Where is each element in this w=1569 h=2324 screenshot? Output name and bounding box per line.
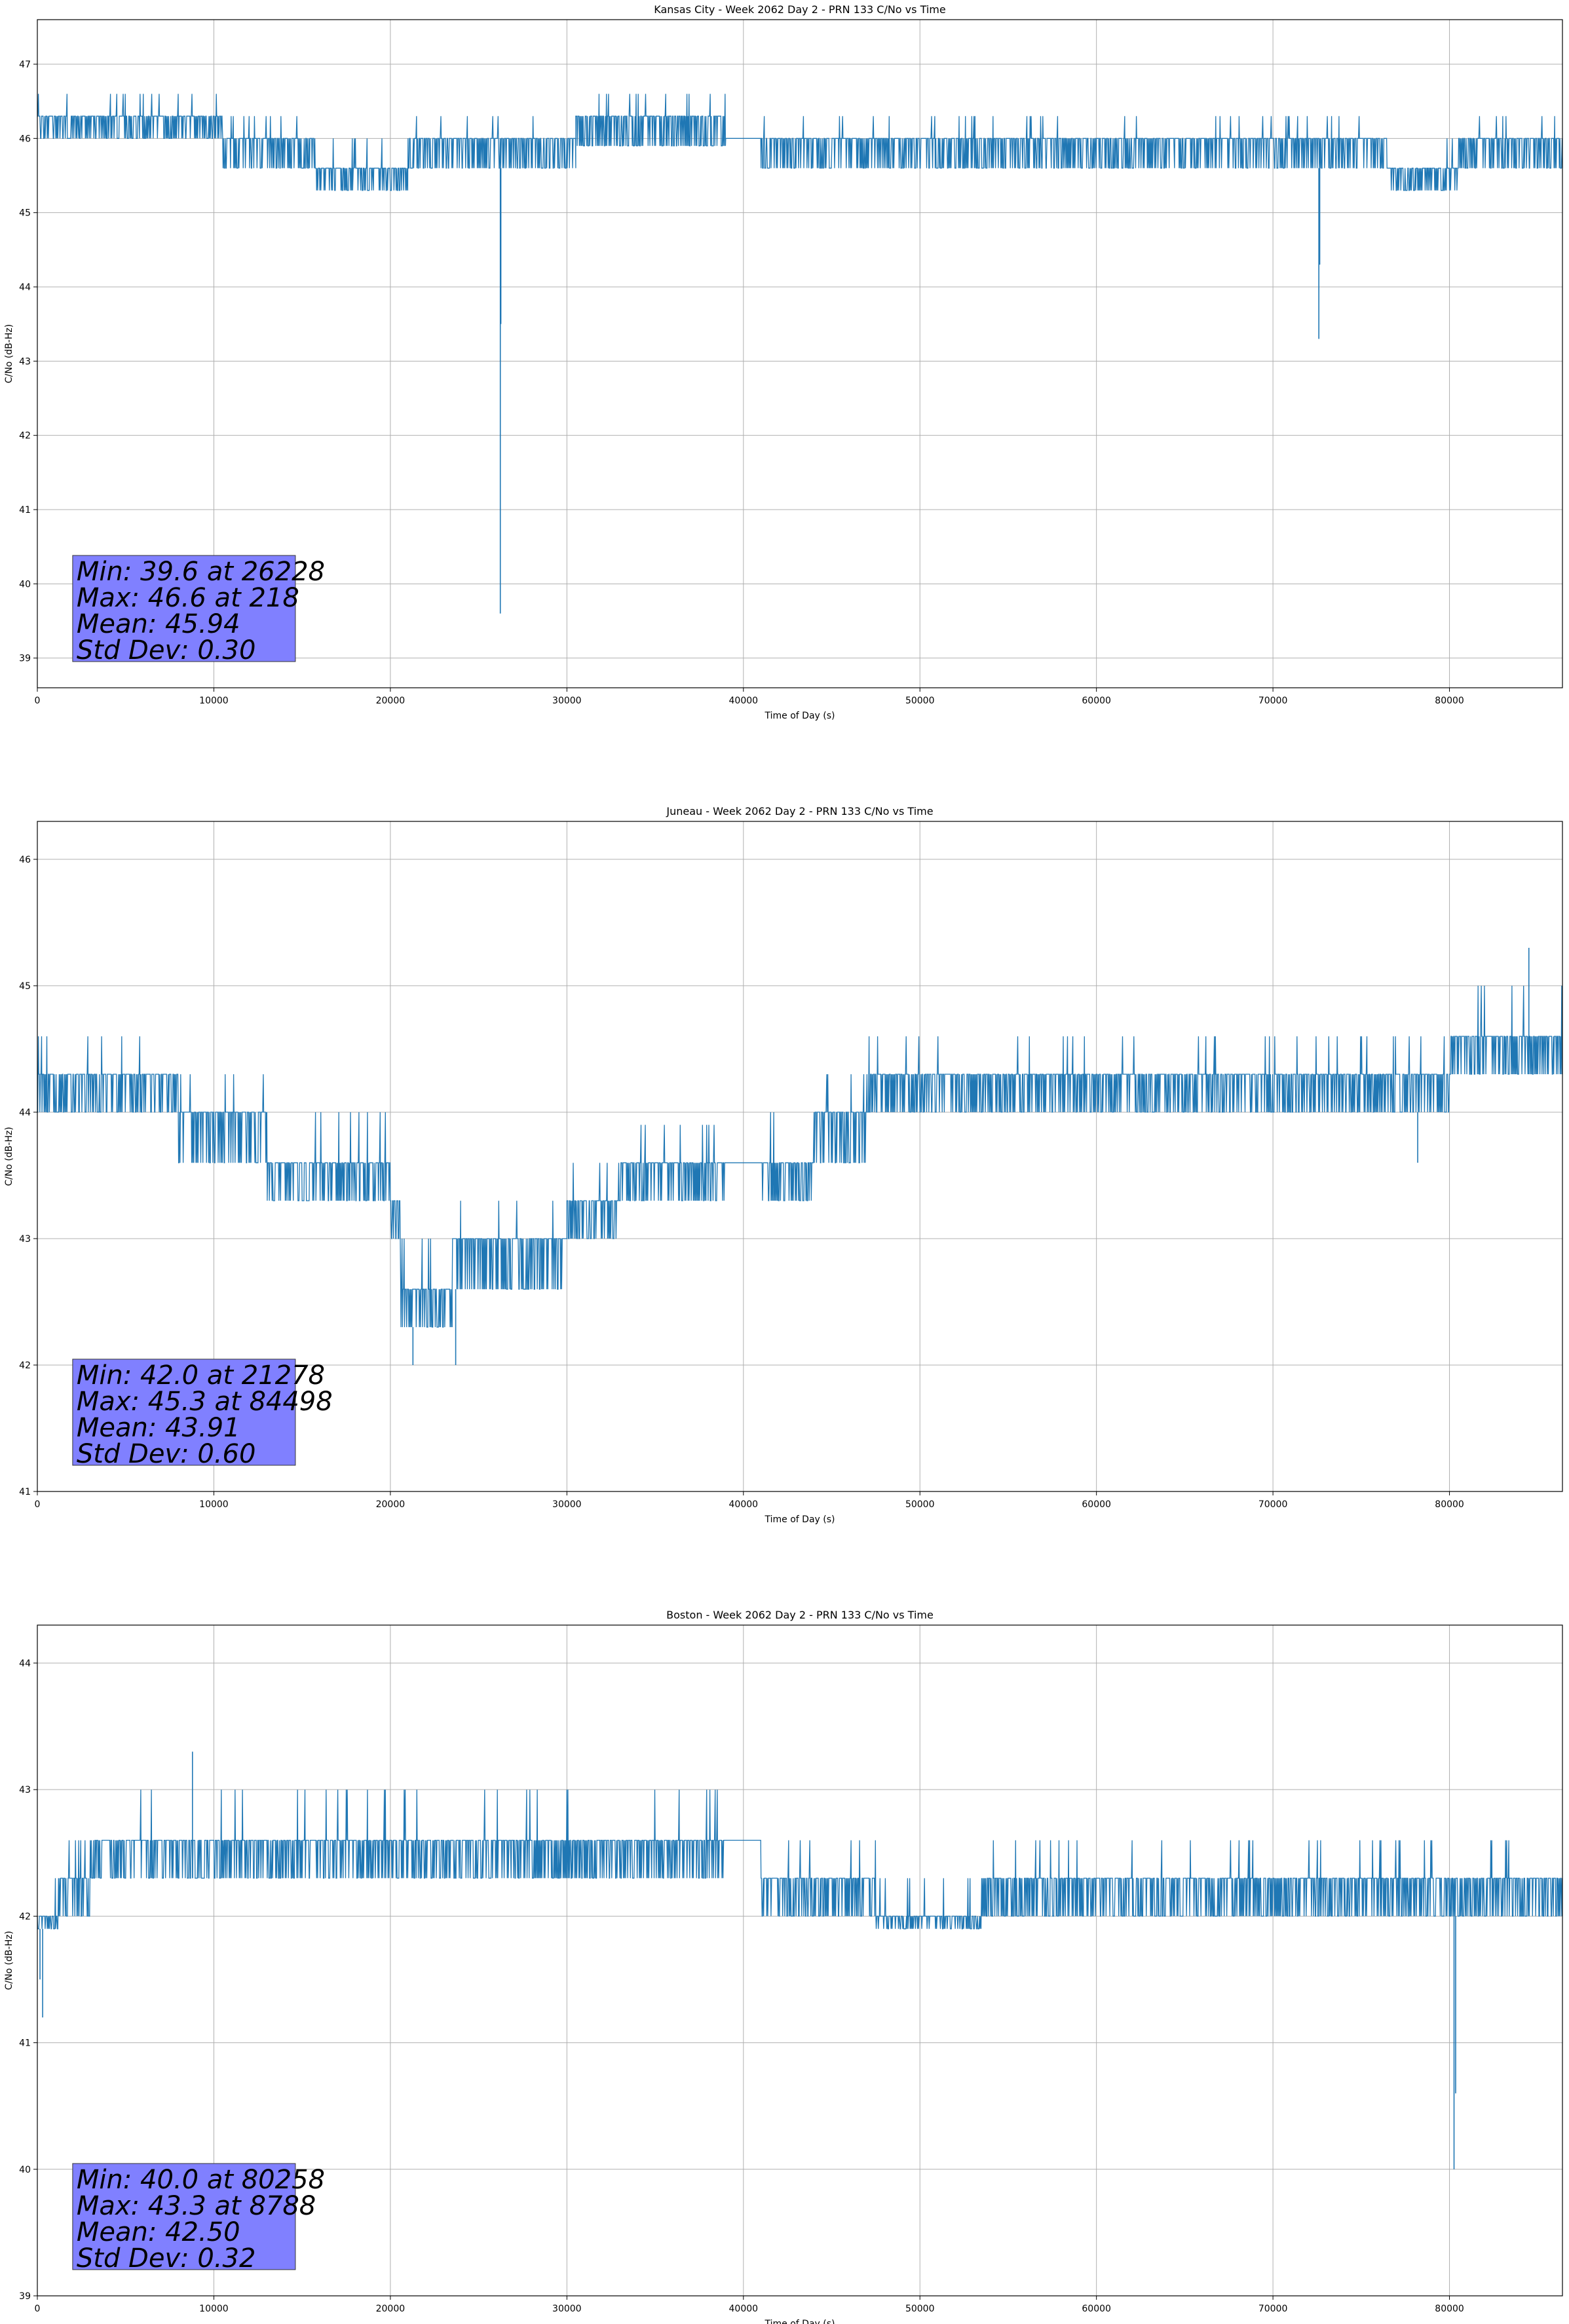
y-tick-label: 47 xyxy=(19,60,31,70)
x-tick-label: 70000 xyxy=(1258,696,1288,706)
x-tick-label: 10000 xyxy=(199,696,229,706)
stats-line: Max: 45.3 at 84498 xyxy=(77,1387,333,1417)
y-tick-label: 43 xyxy=(19,1785,31,1795)
y-tick-label: 41 xyxy=(19,1487,31,1497)
y-tick-label: 42 xyxy=(19,431,31,441)
x-tick-label: 30000 xyxy=(552,1499,582,1510)
y-axis-label: C/No (dB-Hz) xyxy=(4,1127,14,1186)
x-tick-label: 60000 xyxy=(1082,1499,1111,1510)
chart-panel-2: 0 10000 20000 30000 40000 50000 60000 70000 8000… xyxy=(4,805,1563,1525)
x-tick-label: 80000 xyxy=(1435,2304,1464,2314)
x-tick-label: 0 xyxy=(35,696,41,706)
cno-series-line xyxy=(37,94,1563,191)
y-tick-label: 40 xyxy=(19,2165,31,2175)
x-tick-label: 50000 xyxy=(905,696,935,706)
y-tick-label: 46 xyxy=(19,855,31,865)
x-tick-label: 80000 xyxy=(1435,696,1464,706)
stats-line: Max: 43.3 at 8788 xyxy=(77,2191,316,2221)
x-tick-label: 30000 xyxy=(552,696,582,706)
stats-box xyxy=(72,1359,296,1466)
x-tick-label: 40000 xyxy=(729,696,759,706)
plot-frame xyxy=(37,19,1563,688)
y-tick-label: 44 xyxy=(19,1108,31,1118)
y-tick-label: 45 xyxy=(19,981,31,992)
y-tick-label: 43 xyxy=(19,1234,31,1245)
chart-title: Boston - Week 2062 Day 2 - PRN 133 C/No … xyxy=(666,1609,934,1621)
y-tick-label: 41 xyxy=(19,2038,31,2049)
x-tick-label: 80000 xyxy=(1435,1499,1464,1510)
x-tick-label: 0 xyxy=(35,1499,41,1510)
y-tick-label: 42 xyxy=(19,1360,31,1371)
x-tick-label: 50000 xyxy=(905,1499,935,1510)
x-tick-label: 70000 xyxy=(1258,2304,1288,2314)
y-tick-label: 45 xyxy=(19,208,31,219)
x-tick-label: 20000 xyxy=(376,696,406,706)
stats-line: Max: 46.6 at 218 xyxy=(77,583,299,613)
stats-line: Std Dev: 0.60 xyxy=(77,1439,256,1469)
x-tick-label: 60000 xyxy=(1082,2304,1111,2314)
stats-line: Min: 39.6 at 26228 xyxy=(77,557,325,587)
stats-line: Min: 42.0 at 21278 xyxy=(77,1360,325,1391)
plot-frame xyxy=(37,1624,1563,2296)
y-tick-label: 41 xyxy=(19,505,31,515)
x-axis-label: Time of Day (s) xyxy=(765,2319,835,2324)
y-tick-label: 42 xyxy=(19,1911,31,1922)
y-tick-label: 44 xyxy=(19,282,31,293)
y-tick-label: 43 xyxy=(19,356,31,367)
x-tick-label: 60000 xyxy=(1082,696,1111,706)
plot-frame xyxy=(37,821,1563,1492)
x-tick-label: 20000 xyxy=(376,1499,406,1510)
x-tick-label: 70000 xyxy=(1258,1499,1288,1510)
chart-title: Kansas City - Week 2062 Day 2 - PRN 133 … xyxy=(654,3,945,16)
y-tick-label: 39 xyxy=(19,654,31,664)
stats-line: Mean: 45.94 xyxy=(77,609,240,639)
cno-series-line xyxy=(37,985,1563,1328)
x-tick-label: 40000 xyxy=(729,2304,759,2314)
stats-line: Std Dev: 0.32 xyxy=(77,2243,256,2274)
x-tick-label: 50000 xyxy=(905,2304,935,2314)
y-axis-label: C/No (dB-Hz) xyxy=(4,1931,14,1990)
stats-line: Mean: 42.50 xyxy=(77,2217,240,2247)
stats-line: Mean: 43.91 xyxy=(77,1413,240,1443)
x-tick-label: 30000 xyxy=(552,2304,582,2314)
y-tick-label: 39 xyxy=(19,2291,31,2302)
chart-panel-1: 0 10000 20000 30000 40000 50000 60000 70000 8000… xyxy=(4,3,1563,721)
x-tick-label: 20000 xyxy=(376,2304,406,2314)
x-tick-label: 10000 xyxy=(199,2304,229,2314)
chart-panel-3: 0 10000 20000 30000 40000 50000 60000 70000 8000… xyxy=(4,1609,1563,2324)
x-tick-label: 40000 xyxy=(729,1499,759,1510)
y-tick-label: 44 xyxy=(19,1659,31,1669)
x-axis-label: Time of Day (s) xyxy=(765,1514,835,1525)
x-axis-label: Time of Day (s) xyxy=(765,711,835,721)
cno-series-line xyxy=(37,1790,1563,1930)
stats-box xyxy=(72,555,296,662)
stats-line: Min: 40.0 at 80258 xyxy=(77,2165,325,2195)
y-tick-label: 40 xyxy=(19,579,31,590)
chart-title: Juneau - Week 2062 Day 2 - PRN 133 C/No … xyxy=(666,805,933,817)
y-axis-label: C/No (dB-Hz) xyxy=(4,324,14,383)
stats-line: Std Dev: 0.30 xyxy=(77,635,256,665)
x-tick-label: 10000 xyxy=(199,1499,229,1510)
y-tick-label: 46 xyxy=(19,134,31,144)
x-tick-label: 0 xyxy=(35,2304,41,2314)
stats-box xyxy=(72,2163,296,2270)
